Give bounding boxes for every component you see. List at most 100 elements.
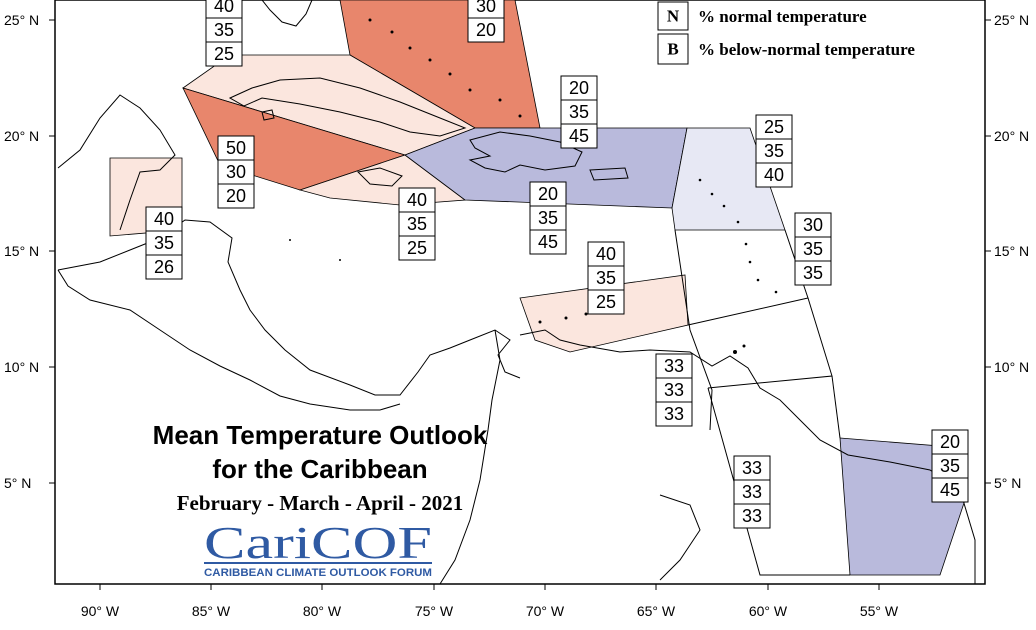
x-tick-label: 90° W [81, 603, 120, 619]
cuba-coast [228, 77, 467, 137]
prob-box-leeward: 25 35 40 [755, 114, 793, 188]
legend: N % normal temperature B % below-normal … [657, 1, 915, 65]
period-subtitle: February - March - April - 2021 [177, 491, 464, 515]
prob-value: 33 [664, 356, 684, 376]
prob-value: 35 [764, 141, 784, 161]
prob-value: 20 [569, 78, 589, 98]
prob-value: 25 [596, 292, 616, 312]
y-tick-label-right: 25° N [994, 12, 1029, 28]
prob-value: 35 [940, 456, 960, 476]
prob-box-trinidad: 33 33 33 [655, 353, 693, 427]
y-tick-label-right: 5° N [994, 475, 1021, 491]
prob-value: 25 [214, 44, 234, 64]
y-axis-right: 25° N 20° N 15° N 10° N 5° N [985, 12, 1029, 491]
island-dots [289, 18, 778, 354]
prob-value: 40 [154, 209, 174, 229]
legend-key-n: N [667, 7, 680, 26]
prob-box-windward: 30 35 35 [794, 212, 832, 286]
prob-value: 25 [764, 117, 784, 137]
y-tick-label-left: 10° N [4, 359, 39, 375]
x-axis: 90° W 85° W 80° W 75° W 70° W 65° W 60° W 55° W [81, 584, 899, 619]
prob-box-cuba-east: 40 35 25 [205, 0, 243, 67]
y-tick-label-right: 10° N [994, 359, 1029, 375]
prob-value: 33 [664, 404, 684, 424]
prob-value: 40 [596, 244, 616, 264]
florida-coast [261, 0, 313, 27]
x-tick-label: 65° W [637, 603, 676, 619]
prob-box-belize: 40 35 26 [145, 206, 183, 280]
x-tick-label: 75° W [415, 603, 454, 619]
prob-box-hispaniola-south: 20 35 45 [529, 181, 567, 255]
prob-value: 25 [407, 238, 427, 258]
prob-value: 30 [476, 0, 496, 16]
x-tick-label: 55° W [860, 603, 899, 619]
legend-label-below: % below-normal temperature [698, 40, 915, 59]
prob-value: 45 [538, 232, 558, 252]
prob-box-french-guiana: 20 35 45 [931, 429, 969, 503]
prob-value: 40 [214, 0, 234, 16]
prob-value: 35 [803, 239, 823, 259]
prob-value: 40 [764, 165, 784, 185]
south-america-coast [519, 329, 976, 584]
prob-value: 33 [742, 458, 762, 478]
pacific-coast [57, 269, 401, 411]
prob-value: 20 [538, 184, 558, 204]
prob-value: 35 [596, 268, 616, 288]
prob-value: 30 [803, 215, 823, 235]
y-tick-label-left: 25° N [4, 12, 39, 28]
prob-value: 20 [226, 186, 246, 206]
prob-value: 33 [742, 482, 762, 502]
prob-box-hispaniola-north: 20 35 45 [560, 75, 598, 149]
probability-boxes: 30 20 40 35 25 50 30 20 40 35 26 40 35 2… [145, 0, 969, 529]
prob-value: 33 [742, 506, 762, 526]
region-outlines [674, 229, 850, 576]
prob-box-jamaica: 40 35 25 [398, 187, 436, 261]
puerto-rico-coast [589, 167, 629, 181]
map-title-line2: for the Caribbean [212, 454, 427, 484]
logo-wordmark: CariCOF [204, 517, 432, 568]
prob-box-guyana: 33 33 33 [733, 455, 771, 529]
prob-value: 35 [538, 208, 558, 228]
y-tick-label-left: 5° N [4, 475, 31, 491]
prob-value: 35 [407, 214, 427, 234]
hispaniola-coast [468, 131, 583, 173]
isla-juventud [261, 109, 275, 121]
prob-value: 45 [569, 126, 589, 146]
x-tick-label: 70° W [526, 603, 565, 619]
title-block: Mean Temperature Outlook for the Caribbe… [153, 420, 488, 515]
prob-value: 35 [154, 233, 174, 253]
yucatan-coast [57, 94, 176, 231]
x-tick-label: 60° W [749, 603, 788, 619]
y-axis-left: 25° N 20° N 15° N 10° N 5° N [4, 12, 55, 491]
colombia-interior [439, 329, 501, 585]
prob-value: 20 [940, 432, 960, 452]
prob-box-bahamas: 30 20 [467, 0, 505, 43]
jamaica-coast [356, 167, 403, 187]
prob-value: 20 [476, 20, 496, 40]
logo-tagline: CARIBBEAN CLIMATE OUTLOOK FORUM [204, 567, 432, 579]
prob-value: 35 [214, 20, 234, 40]
caricof-logo: CariCOF CARIBBEAN CLIMATE OUTLOOK FORUM [204, 517, 432, 579]
map-title-line1: Mean Temperature Outlook [153, 420, 488, 450]
prob-value: 45 [940, 480, 960, 500]
coastlines [57, 0, 976, 585]
legend-label-normal: % normal temperature [698, 7, 867, 26]
legend-key-b: B [667, 40, 678, 59]
x-tick-label: 80° W [303, 603, 342, 619]
prob-value: 35 [569, 102, 589, 122]
prob-value: 33 [664, 380, 684, 400]
prob-value: 30 [226, 162, 246, 182]
legend-key-box-n [657, 1, 689, 31]
y-tick-label-left: 15° N [4, 243, 39, 259]
prob-value: 40 [407, 190, 427, 210]
prob-value: 26 [154, 257, 174, 277]
prob-box-abc-islands: 40 35 25 [587, 241, 625, 315]
prob-value: 35 [803, 263, 823, 283]
y-tick-label-left: 20° N [4, 128, 39, 144]
prob-box-cuba-west: 50 30 20 [217, 135, 255, 209]
x-tick-label: 85° W [192, 603, 231, 619]
y-tick-label-right: 20° N [994, 128, 1029, 144]
prob-value: 50 [226, 138, 246, 158]
legend-key-box-b [657, 33, 689, 65]
